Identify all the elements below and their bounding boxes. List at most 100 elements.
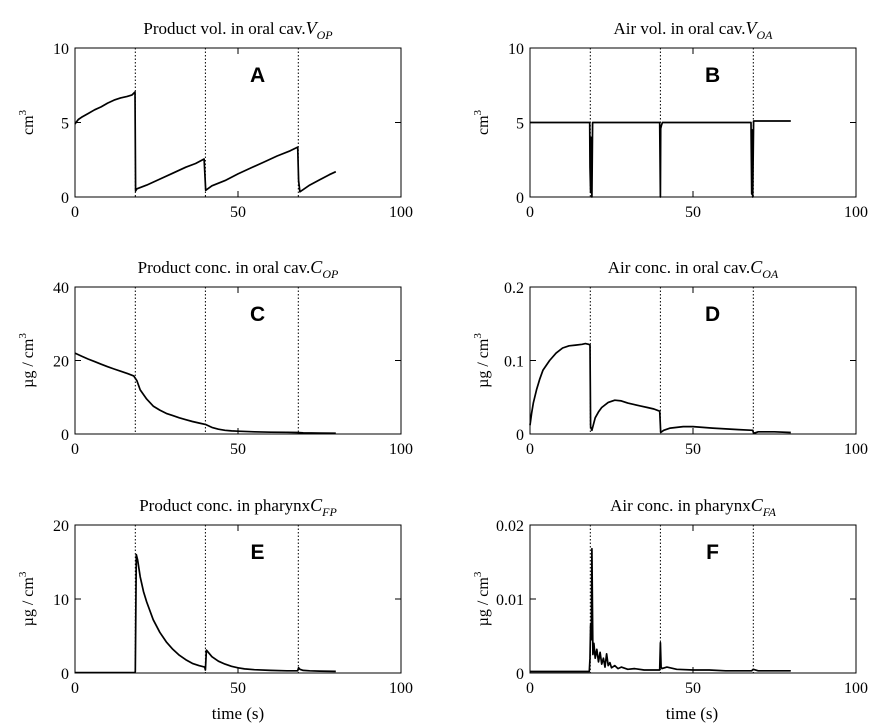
y-tick-label: 0.1 xyxy=(504,354,524,371)
y-tick-label: 0 xyxy=(516,190,524,207)
x-tick-label: 100 xyxy=(844,680,868,697)
panel-letter: D xyxy=(705,303,720,326)
panel-title-text: Air conc. in pharynx xyxy=(610,496,751,515)
y-tick-label: 20 xyxy=(53,518,69,535)
x-tick-label: 50 xyxy=(685,680,701,697)
panel-title-subscript: OP xyxy=(317,28,334,42)
x-tick-label: 50 xyxy=(230,204,246,221)
panel-title: Air conc. in pharynxCFA xyxy=(610,495,776,519)
x-tick-label: 50 xyxy=(685,441,701,458)
panel-title-subscript: FA xyxy=(762,505,777,519)
plot-frame xyxy=(74,286,402,435)
plot-frame xyxy=(529,524,857,674)
panel-title: Product vol. in oral cav.VOP xyxy=(143,18,333,42)
panel-letter: A xyxy=(250,64,265,87)
panel-title: Air conc. in oral cav.COA xyxy=(608,257,779,281)
y-tick-label: 20 xyxy=(53,354,69,371)
y-axis-label-superscript: 3 xyxy=(17,571,29,577)
x-tick-label: 100 xyxy=(389,441,413,458)
x-tick-label: 100 xyxy=(389,204,413,221)
panel-title-variable: C xyxy=(310,495,323,515)
panel-c: 0 50 100 0 20 40 µg / cm3 Product conc. in oral… xyxy=(17,257,413,458)
y-tick-label: 5 xyxy=(61,116,69,133)
panel-a: 0 50 100 0 5 10 cm3 Product vol. in oral cav.VO… xyxy=(17,18,413,221)
y-tick-label: 0 xyxy=(516,666,524,683)
y-axis-label: µg / cm3 xyxy=(17,571,37,626)
panel-letter: C xyxy=(250,303,265,326)
y-tick-label: 0.2 xyxy=(504,280,524,297)
series-line xyxy=(75,553,336,674)
x-tick-label: 0 xyxy=(526,204,534,221)
y-tick-label: 0 xyxy=(61,190,69,207)
panel-title-text: Product vol. in oral cav. xyxy=(143,19,305,38)
y-axis-label: cm3 xyxy=(472,109,492,135)
panel-title-subscript: FP xyxy=(321,505,337,519)
y-axis-label-text: cm xyxy=(20,115,37,135)
panel-title-subscript: OA xyxy=(757,28,774,42)
x-tick-label: 100 xyxy=(844,204,868,221)
series-line xyxy=(529,342,791,435)
series-line xyxy=(530,120,791,198)
x-tick-label: 100 xyxy=(389,680,413,697)
y-tick-label: 0 xyxy=(61,666,69,683)
y-tick-label: 0 xyxy=(61,427,69,444)
y-axis-label-superscript: 3 xyxy=(17,109,29,115)
y-axis-label-text: µg / cm xyxy=(20,577,37,627)
y-axis-label-text: cm xyxy=(475,115,492,135)
x-tick-label: 0 xyxy=(71,204,79,221)
y-axis-label-text: µg / cm xyxy=(20,338,37,388)
series-line xyxy=(74,91,337,193)
x-tick-label: 0 xyxy=(71,680,79,697)
panel-title-variable: V xyxy=(306,18,319,38)
y-tick-label: 10 xyxy=(508,41,524,58)
panel-letter: E xyxy=(251,541,265,564)
y-tick-label: 0 xyxy=(516,427,524,444)
series-line xyxy=(74,352,336,435)
y-axis-label-superscript: 3 xyxy=(472,333,484,339)
panel-title-text: Product conc. in pharynx xyxy=(139,496,310,515)
x-tick-label: 0 xyxy=(526,441,534,458)
y-tick-label: 40 xyxy=(53,280,69,297)
panel-letter: F xyxy=(706,541,719,564)
plot-frame xyxy=(74,524,402,674)
panel-d: 0 50 100 0 0.1 0.2 µg / cm3 Air conc. in oral c… xyxy=(472,257,868,458)
y-tick-label: 10 xyxy=(53,41,69,58)
panel-title-variable: C xyxy=(751,495,764,515)
y-axis-label: cm3 xyxy=(17,109,37,135)
panel-title: Air vol. in oral cav.VOA xyxy=(613,18,773,42)
x-tick-label: 50 xyxy=(230,680,246,697)
plot-frame xyxy=(529,286,857,435)
panel-title-text: Air vol. in oral cav. xyxy=(613,19,745,38)
x-tick-label: 0 xyxy=(71,441,79,458)
x-axis-label-right: time (s) xyxy=(666,704,718,723)
panel-title-text: Product conc. in oral cav. xyxy=(138,258,311,277)
y-axis-label: µg / cm3 xyxy=(472,333,492,388)
x-tick-label: 50 xyxy=(685,204,701,221)
panel-title: Product conc. in pharynxCFP xyxy=(139,495,337,519)
panel-title-subscript: OP xyxy=(322,267,339,281)
panel-title: Product conc. in oral cav.COP xyxy=(138,257,339,281)
x-axis-label-left: time (s) xyxy=(212,704,264,723)
panel-b: 0 50 100 0 5 10 cm3 Air vol. in oral cav.VOA B xyxy=(472,18,868,221)
panel-letter: B xyxy=(705,64,720,87)
panel-f: 0 50 100 0 0.01 0.02 µg / cm3 Air conc. in phar… xyxy=(472,495,868,697)
panel-title-subscript: OA xyxy=(762,267,779,281)
y-axis-label-text: µg / cm xyxy=(475,577,492,627)
panel-title-text: Air conc. in oral cav. xyxy=(608,258,750,277)
y-axis-label: µg / cm3 xyxy=(472,571,492,626)
panel-title-variable: V xyxy=(746,18,759,38)
panel-e: 0 50 100 0 10 20 µg / cm3 Product conc. in phar… xyxy=(17,495,413,697)
y-tick-label: 0.01 xyxy=(496,592,524,609)
panel-title-variable: C xyxy=(750,257,763,277)
y-axis-label: µg / cm3 xyxy=(17,333,37,388)
y-axis-label-superscript: 3 xyxy=(17,333,29,339)
y-tick-label: 0.02 xyxy=(496,518,524,535)
series-line xyxy=(530,547,791,673)
y-tick-label: 10 xyxy=(53,592,69,609)
panel-title-variable: C xyxy=(310,257,323,277)
x-tick-label: 100 xyxy=(844,441,868,458)
y-tick-label: 5 xyxy=(516,116,524,133)
y-axis-label-superscript: 3 xyxy=(472,571,484,577)
